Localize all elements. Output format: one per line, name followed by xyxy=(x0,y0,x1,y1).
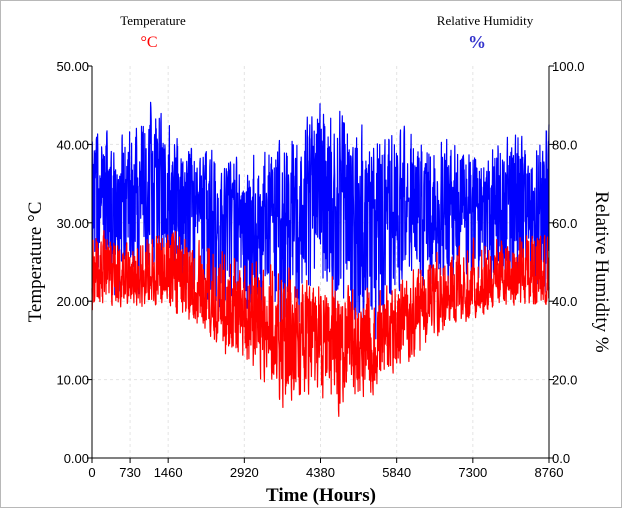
right-tick-label: 60.0 xyxy=(552,216,577,231)
right-tick-label: 20.0 xyxy=(552,373,577,388)
x-tick-label: 1460 xyxy=(154,465,183,480)
left-tick-label: 10.00 xyxy=(56,373,89,388)
right-tick-label: 40.0 xyxy=(552,294,577,309)
x-axis-ticks: 0 730 1460 2920 4380 5840 7300 8760 xyxy=(88,458,563,480)
legend-temperature-name: Temperature xyxy=(120,13,186,28)
legend-humidity-unit: % xyxy=(468,32,486,52)
left-tick-label: 20.00 xyxy=(56,294,89,309)
left-tick-label: 30.00 xyxy=(56,216,89,231)
x-axis-label: Time (Hours) xyxy=(266,485,376,506)
left-tick-label: 0.00 xyxy=(64,451,89,466)
x-tick-label: 730 xyxy=(119,465,141,480)
right-tick-label: 0.0 xyxy=(552,451,570,466)
series-line-temperature xyxy=(91,230,550,417)
left-tick-label: 40.00 xyxy=(56,137,89,152)
series-layer xyxy=(91,101,550,417)
x-tick-label: 7300 xyxy=(458,465,487,480)
x-tick-label: 0 xyxy=(88,465,95,480)
x-tick-label: 2920 xyxy=(230,465,259,480)
x-tick-label: 5840 xyxy=(382,465,411,480)
legend-humidity-name: Relative Humidity xyxy=(437,13,534,28)
left-axis-label: Temperature °C xyxy=(25,202,46,323)
left-axis-ticks: 0.00 10.00 20.00 30.00 40.00 50.00 xyxy=(56,59,92,466)
right-axis-label: Relative Humidity % xyxy=(591,191,612,353)
left-tick-label: 50.00 xyxy=(56,59,89,74)
legend-temperature-unit: °C xyxy=(140,34,157,51)
right-tick-label: 80.0 xyxy=(552,137,577,152)
x-tick-label: 4380 xyxy=(306,465,335,480)
right-axis-ticks: 0.0 20.0 40.0 60.0 80.0 100.0 xyxy=(549,59,585,466)
right-tick-label: 100.0 xyxy=(552,59,585,74)
x-tick-label: 8760 xyxy=(535,465,564,480)
